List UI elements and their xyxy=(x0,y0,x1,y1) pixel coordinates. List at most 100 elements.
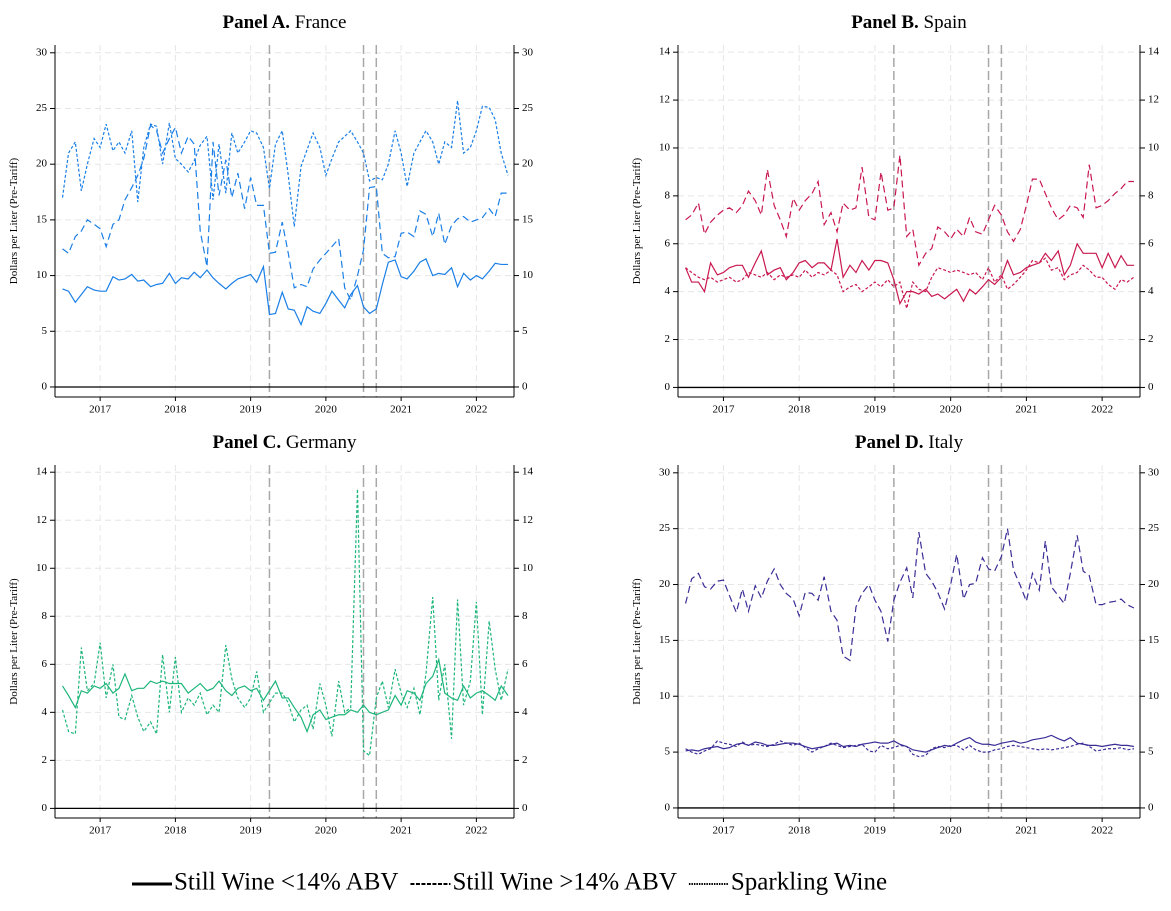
y-axis-label: Dollars per Liter (Pre-Tariff) xyxy=(8,578,20,705)
panel: 0 0 2 2 4 4 6 6 8 8 10 10 12 12 14 14 2017 2018 2019 2020 20… xyxy=(8,432,534,837)
y-tick-label-right: 30 xyxy=(522,46,534,58)
panel-title: Panel D. Italy xyxy=(855,432,964,453)
x-tick-label: 2017 xyxy=(89,404,112,416)
y-tick-label: 2 xyxy=(665,333,671,345)
y-tick-label-right: 10 xyxy=(522,562,534,574)
y-tick-label-right: 0 xyxy=(1148,381,1154,393)
y-tick-label: 30 xyxy=(36,46,48,58)
x-tick-label: 2019 xyxy=(864,825,887,837)
y-tick-label: 2 xyxy=(42,754,48,766)
y-tick-label: 6 xyxy=(42,658,48,670)
panel-country: France xyxy=(295,12,347,33)
series-line xyxy=(685,155,1134,268)
y-tick-label: 12 xyxy=(36,514,47,526)
y-tick-label-right: 20 xyxy=(1148,578,1160,590)
x-tick-label: 2017 xyxy=(712,404,735,416)
y-tick-label: 10 xyxy=(659,141,671,153)
series-line xyxy=(684,528,1135,662)
x-tick-label: 2020 xyxy=(940,404,963,416)
y-tick-label: 10 xyxy=(36,269,48,281)
x-tick-label: 2018 xyxy=(164,404,187,416)
x-tick-label: 2018 xyxy=(164,825,187,837)
y-tick-label-right: 2 xyxy=(522,754,528,766)
y-tick-label-right: 6 xyxy=(522,658,528,670)
y-tick-label: 5 xyxy=(42,325,48,337)
y-tick-label: 0 xyxy=(42,802,48,814)
x-tick-label: 2017 xyxy=(89,825,112,837)
series-line xyxy=(62,258,508,327)
x-tick-label: 2022 xyxy=(465,404,487,416)
y-axis-label: Dollars per Liter (Pre-Tariff) xyxy=(631,157,643,284)
x-tick-label: 2019 xyxy=(240,825,263,837)
panel-title: Panel B. Spain xyxy=(851,12,967,33)
x-tick-label: 2020 xyxy=(315,825,338,837)
x-tick-label: 2020 xyxy=(315,404,338,416)
y-tick-label: 30 xyxy=(659,466,671,478)
y-tick-label-right: 20 xyxy=(522,158,534,170)
x-tick-label: 2019 xyxy=(864,404,887,416)
y-tick-label-right: 0 xyxy=(522,381,528,393)
panel: 0 0 2 2 4 4 6 6 8 8 10 10 12 12 14 14 2017 2018 2019 2020 20… xyxy=(631,12,1160,416)
y-tick-label-right: 15 xyxy=(522,213,534,225)
legend-label: Still Wine <14% ABV xyxy=(174,869,398,896)
y-tick-label-right: 8 xyxy=(1148,189,1154,201)
y-tick-label-right: 8 xyxy=(522,610,528,622)
y-tick-label: 4 xyxy=(42,706,48,718)
panel-title: Panel C. Germany xyxy=(212,432,357,453)
x-tick-label: 2022 xyxy=(465,825,487,837)
y-tick-label: 15 xyxy=(659,634,671,646)
y-tick-label: 0 xyxy=(665,381,671,393)
y-tick-label: 25 xyxy=(36,102,48,114)
x-tick-label: 2021 xyxy=(1015,825,1037,837)
y-tick-label: 25 xyxy=(659,522,671,534)
x-tick-label: 2022 xyxy=(1091,825,1113,837)
y-tick-label-right: 14 xyxy=(1148,46,1160,58)
y-tick-label-right: 2 xyxy=(1148,333,1154,345)
y-tick-label-right: 5 xyxy=(522,325,528,337)
x-tick-label: 2018 xyxy=(788,825,811,837)
y-tick-label-right: 4 xyxy=(522,706,528,718)
y-tick-label-right: 4 xyxy=(1148,285,1154,297)
y-tick-label-right: 25 xyxy=(1148,522,1160,534)
panel-label: Panel B. xyxy=(851,12,919,33)
y-tick-label: 10 xyxy=(659,690,671,702)
y-tick-label-right: 12 xyxy=(522,514,533,526)
x-tick-label: 2021 xyxy=(390,825,412,837)
y-tick-label: 12 xyxy=(659,94,670,106)
series-line xyxy=(61,100,509,227)
y-tick-label: 6 xyxy=(665,237,671,249)
series-line xyxy=(685,238,1134,306)
series-line xyxy=(685,734,1135,753)
y-tick-label-right: 5 xyxy=(1148,746,1154,758)
y-tick-label-right: 0 xyxy=(522,802,528,814)
panel-country: Spain xyxy=(924,12,968,33)
y-tick-label: 20 xyxy=(36,158,48,170)
x-tick-label: 2020 xyxy=(940,825,963,837)
legend-label: Still Wine >14% ABV xyxy=(452,869,676,896)
panel-country: Italy xyxy=(928,432,963,453)
y-tick-label-right: 0 xyxy=(1148,801,1154,813)
y-tick-label-right: 6 xyxy=(1148,237,1154,249)
x-tick-label: 2018 xyxy=(788,404,811,416)
y-tick-label: 4 xyxy=(665,285,671,297)
series-line xyxy=(61,488,509,757)
series-line xyxy=(685,740,1135,758)
series-line xyxy=(62,124,508,302)
y-axis-label: Dollars per Liter (Pre-Tariff) xyxy=(8,157,20,284)
panel-label: Panel C. xyxy=(212,432,281,453)
panel-label: Panel A. xyxy=(222,12,290,33)
x-tick-label: 2021 xyxy=(390,404,412,416)
y-tick-label: 5 xyxy=(665,746,671,758)
panel-label: Panel D. xyxy=(855,432,924,453)
series-line xyxy=(685,257,1135,309)
y-tick-label-right: 10 xyxy=(522,269,534,281)
y-tick-label: 20 xyxy=(659,578,671,590)
y-tick-label: 8 xyxy=(665,189,671,201)
y-tick-label-right: 15 xyxy=(1148,634,1160,646)
y-tick-label-right: 10 xyxy=(1148,141,1160,153)
legend: Still Wine <14% ABV Still Wine >14% ABV Sp… xyxy=(132,869,887,896)
panel-title: Panel A. France xyxy=(222,12,346,33)
y-tick-label: 14 xyxy=(36,466,48,478)
